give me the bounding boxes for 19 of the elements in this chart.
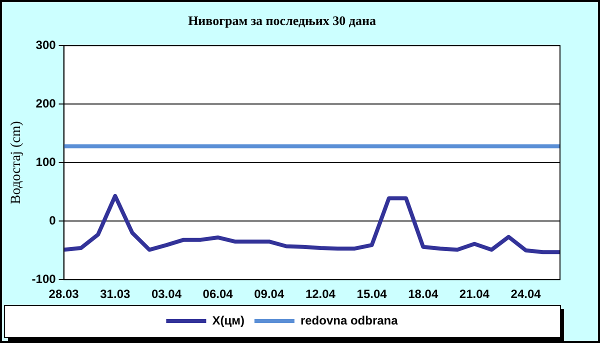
x-tick-label: 09.04 <box>254 287 284 302</box>
y-axis-title: Водостај (cm) <box>9 120 24 204</box>
y-tick-label: 100 <box>36 154 56 169</box>
x-tick-label: 24.04 <box>510 287 542 302</box>
x-tick-label: 12.04 <box>305 287 336 302</box>
y-tick-label: -100 <box>32 272 56 286</box>
x-tick-label: 15.04 <box>356 287 388 302</box>
legend-label: redovna odbrana <box>300 313 398 328</box>
x-tick-label: 31.03 <box>100 287 130 302</box>
x-tick-label: 03.04 <box>151 287 182 302</box>
legend-label: X(цм) <box>212 313 244 328</box>
x-tick-label: 28.03 <box>48 287 80 302</box>
y-tick-label: 0 <box>49 213 56 228</box>
x-tick-label: 06.04 <box>202 287 234 302</box>
y-tick-label: 300 <box>36 38 56 52</box>
chart-title: Нивограм за последњих 30 дана <box>188 13 376 28</box>
x-tick-label: 21.04 <box>459 287 490 302</box>
y-tick-label: 200 <box>36 96 56 110</box>
x-tick-label: 18.04 <box>408 287 438 302</box>
